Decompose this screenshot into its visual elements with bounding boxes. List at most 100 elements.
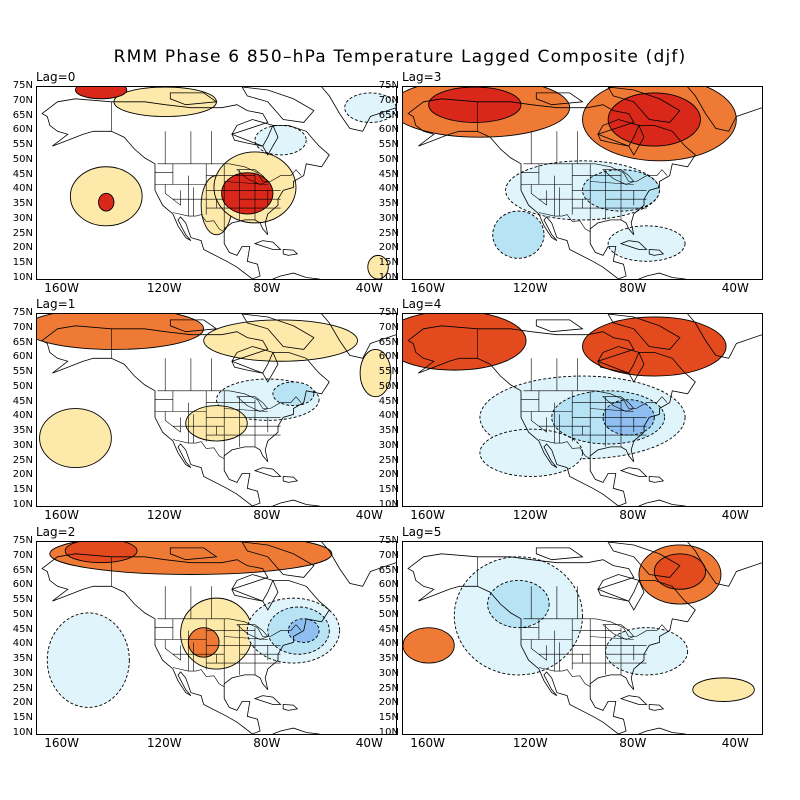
warm-anomaly-region [98, 192, 115, 212]
warm-anomaly-region [37, 314, 205, 350]
political-boundary [530, 184, 547, 206]
latitude-tick-label: 25N [378, 227, 399, 239]
cool-anomaly-region [492, 210, 545, 259]
latitude-tick-label: 35N [378, 425, 399, 437]
latitude-tick-label: 35N [378, 653, 399, 665]
latitude-tick-label: 30N [378, 212, 399, 224]
map-canvas [41, 87, 396, 279]
hudson-bay-coastline [597, 346, 640, 374]
warm-anomaly-region [185, 405, 248, 442]
longitude-tick-label: 160W [44, 281, 80, 295]
hudson-bay-coastline [231, 346, 274, 374]
latitude-tick-label: 70N [378, 549, 399, 561]
political-boundary [538, 212, 591, 232]
latitude-tick-label: 20N [378, 697, 399, 709]
arctic-island-coastline [169, 547, 218, 561]
map-frame [402, 86, 763, 280]
hispaniola-coastline [282, 704, 299, 711]
political-boundary [595, 618, 668, 637]
latitude-tick-label: 40N [12, 410, 33, 422]
latitude-tick-label: 60N [12, 124, 33, 136]
latitude-tick-label: 20N [12, 242, 33, 254]
map-frame [402, 313, 763, 507]
longitude-tick-label: 120W [512, 281, 548, 295]
warm-anomaly-region [403, 627, 455, 664]
south-america-coastline [272, 272, 321, 279]
longitude-tick-label: 160W [44, 736, 80, 750]
north-america-coastline [407, 553, 696, 734]
warm-anomaly-region [692, 677, 755, 702]
latitude-tick-label: 15N [12, 484, 33, 496]
latitude-tick-label: 30N [12, 212, 33, 224]
latitude-tick-label: 65N [378, 564, 399, 576]
latitude-tick-label: 75N [12, 307, 33, 318]
hispaniola-coastline [282, 249, 299, 256]
latitude-tick-label: 70N [378, 94, 399, 106]
latitude-tick-label: 15N [378, 712, 399, 724]
latitude-tick-label: 55N [378, 594, 399, 606]
map-frame [402, 541, 763, 735]
longitude-tick-label: 80W [619, 508, 647, 522]
political-boundary [530, 639, 547, 661]
latitude-tick-label: 40N [378, 183, 399, 195]
map-canvas [37, 314, 396, 506]
latitude-tick-label: 55N [378, 366, 399, 378]
latitude-tick-label: 50N [12, 608, 33, 620]
panel-label: Lag=3 [402, 70, 442, 84]
latitude-tick-label: 25N [12, 227, 33, 239]
longitude-tick-label: 80W [619, 736, 647, 750]
latitude-tick-label: 30N [378, 439, 399, 451]
longitude-tick-label: 40W [355, 281, 383, 295]
latitude-tick-label: 60N [378, 579, 399, 591]
cuba-coastline [619, 240, 648, 250]
latitude-tick-label: 60N [12, 579, 33, 591]
latitude-tick-label: 35N [378, 198, 399, 210]
map-frame [36, 86, 397, 280]
baffin-island-coastline [607, 87, 681, 123]
longitude-tick-label: 80W [619, 281, 647, 295]
warm-anomaly-region [582, 316, 727, 377]
latitude-tick-label: 25N [378, 454, 399, 466]
hispaniola-coastline [648, 476, 665, 483]
latitude-tick-label: 10N [12, 272, 33, 283]
cool-anomaly-region [487, 579, 550, 629]
south-america-coastline [638, 499, 687, 506]
latitude-tick-label: 45N [378, 168, 399, 180]
latitude-tick-label: 45N [12, 395, 33, 407]
warm-anomaly-region [367, 254, 389, 279]
political-boundary [229, 618, 302, 637]
latitude-tick-label: 15N [12, 257, 33, 269]
latitude-tick-label: 60N [378, 124, 399, 136]
latitude-tick-label: 65N [12, 109, 33, 121]
warm-anomaly-region [221, 172, 274, 215]
hispaniola-coastline [648, 249, 665, 256]
panel-label: Lag=2 [36, 525, 76, 539]
warm-anomaly-region [203, 319, 358, 362]
latitude-tick-label: 70N [12, 94, 33, 106]
political-boundary [590, 181, 634, 185]
south-america-coastline [638, 272, 687, 279]
latitude-tick-label: 15N [378, 484, 399, 496]
political-boundary [164, 184, 181, 206]
longitude-tick-label: 120W [512, 508, 548, 522]
latitude-tick-label: 25N [378, 682, 399, 694]
cool-anomaly-region [479, 428, 583, 477]
cool-anomaly-region [605, 627, 689, 676]
longitude-tick-label: 120W [146, 281, 182, 295]
political-boundary [172, 212, 225, 232]
latitude-tick-label: 30N [12, 439, 33, 451]
map-canvas [403, 314, 762, 506]
longitude-tick-label: 160W [410, 508, 446, 522]
political-boundary [224, 636, 268, 640]
arctic-island-coastline [535, 319, 584, 333]
latitude-tick-label: 15N [378, 257, 399, 269]
cuba-coastline [619, 467, 648, 477]
longitude-tick-label: 80W [253, 508, 281, 522]
latitude-tick-label: 40N [12, 638, 33, 650]
latitude-tick-label: 60N [12, 351, 33, 363]
latitude-tick-label: 10N [12, 727, 33, 738]
south-america-coastline [272, 499, 321, 506]
map-frame [36, 541, 397, 735]
cool-anomaly-region [607, 225, 686, 262]
political-boundary [590, 408, 634, 412]
